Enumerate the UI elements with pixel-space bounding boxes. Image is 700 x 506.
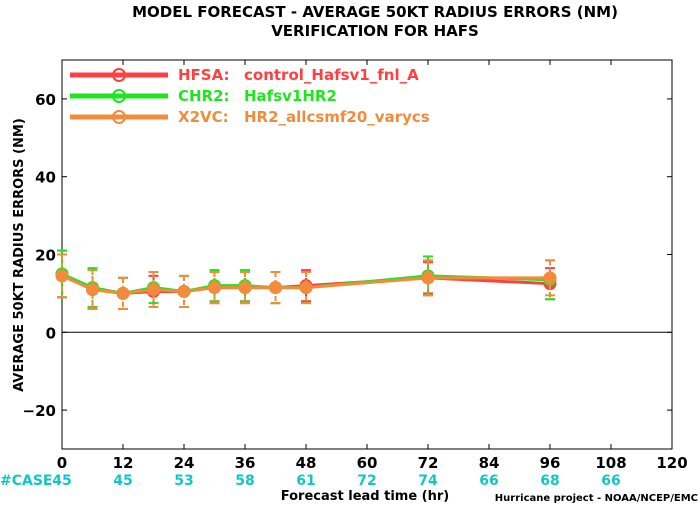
legend-name: CHR2: [178, 87, 230, 105]
case-counts: 45 45 53 58 61 72 74 66 68 66 [52, 473, 620, 489]
case-count: 66 [479, 473, 498, 489]
legend-label: Hafsv1HR2 [244, 87, 337, 105]
case-count: 45 [52, 473, 71, 489]
x-tick-label: 72 [418, 454, 439, 472]
data-point [269, 281, 282, 295]
legend-name: X2VC: [178, 108, 229, 126]
legend: HFSA: control_Hafsv1_fnl_A CHR2: Hafsv1HR2 X… [70, 66, 430, 126]
case-count: 45 [113, 473, 132, 489]
case-count: 66 [601, 473, 620, 489]
legend-label: control_Hafsv1_fnl_A [244, 66, 419, 84]
legend-item: X2VC: HR2_allcsmf20_varycs [70, 108, 430, 126]
data-point [421, 271, 435, 285]
data-point [208, 281, 221, 295]
case-count: 53 [174, 473, 193, 489]
data-point [147, 283, 160, 297]
x-tick-label: 120 [656, 454, 687, 472]
case-count: 68 [540, 473, 559, 489]
case-count: 58 [235, 473, 254, 489]
data-point [55, 269, 69, 283]
data-point [543, 271, 557, 285]
x-tick-label: 96 [540, 454, 561, 472]
legend-label: HR2_allcsmf20_varycs [244, 108, 430, 126]
y-tick-label: 0 [46, 324, 56, 342]
data-point [177, 284, 191, 298]
data-point [116, 286, 130, 300]
x-tick-label: 36 [235, 454, 256, 472]
case-label: #CASE [0, 473, 53, 489]
x-tick-label: 0 [57, 454, 67, 472]
credit-text: Hurricane project - NOAA/NCEP/EMC [495, 493, 698, 504]
case-count: 72 [357, 473, 376, 489]
chart-subtitle: VERIFICATION FOR HAFS [271, 22, 479, 40]
y-axis-label: AVERAGE 50KT RADIUS ERRORS (NM) [12, 118, 27, 392]
data-point [238, 281, 252, 295]
x-tick-label: 48 [296, 454, 317, 472]
case-count: 61 [296, 473, 315, 489]
data-point [299, 281, 313, 295]
x-tick-label: 108 [595, 454, 626, 472]
x-axis-label: Forecast lead time (hr) [281, 489, 449, 504]
x-tick-label: 24 [174, 454, 195, 472]
case-count: 74 [418, 473, 438, 489]
legend-marker [112, 68, 126, 82]
legend-name: HFSA: [178, 66, 230, 84]
legend-item: CHR2: Hafsv1HR2 [70, 87, 337, 105]
data-point [86, 283, 99, 297]
y-tick-label: −20 [23, 402, 56, 420]
x-tick-label: 60 [357, 454, 378, 472]
legend-item: HFSA: control_Hafsv1_fnl_A [70, 66, 419, 84]
legend-marker [112, 110, 126, 124]
x-tick-label: 84 [479, 454, 500, 472]
x-tick-label: 12 [113, 454, 134, 472]
legend-marker [112, 89, 126, 103]
series-layer [55, 249, 557, 310]
series-3 [55, 253, 557, 310]
y-tick-label: 20 [35, 247, 56, 265]
y-tick-label: 40 [35, 169, 56, 187]
axes: −20 0 20 40 60 0 12 24 36 48 60 72 84 96 108 120 [23, 60, 688, 472]
chart-title: MODEL FORECAST - AVERAGE 50KT RADIUS ERR… [132, 3, 618, 21]
y-tick-label: 60 [35, 91, 56, 109]
